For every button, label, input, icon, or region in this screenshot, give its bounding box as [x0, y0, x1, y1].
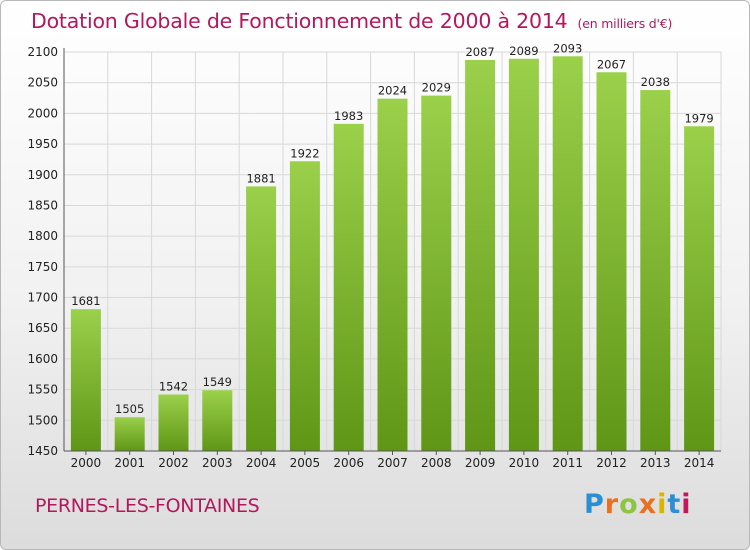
- x-tick-label: 2006: [333, 456, 364, 470]
- y-tick-label: 1700: [27, 291, 58, 305]
- x-tick-label: 2004: [246, 456, 277, 470]
- bar-2007: [377, 98, 408, 451]
- bar-2001: [114, 417, 145, 451]
- y-tick-label: 2050: [27, 76, 58, 90]
- value-label: 1983: [334, 109, 363, 123]
- y-tick-label: 1500: [27, 413, 58, 427]
- value-label: 2093: [553, 41, 582, 55]
- x-tick-label: 2010: [509, 456, 540, 470]
- y-tick-label: 1950: [27, 137, 58, 151]
- logo-letter: i: [657, 489, 668, 520]
- value-label: 2089: [509, 44, 538, 58]
- bar-2005: [289, 161, 320, 451]
- bars: [70, 56, 715, 452]
- value-label: 2087: [465, 45, 494, 59]
- x-tick-label: 2001: [114, 456, 145, 470]
- logo-letter: i: [681, 489, 692, 520]
- logo-letter: t: [667, 489, 682, 520]
- logo-letter: x: [638, 489, 658, 520]
- value-label: 2029: [422, 81, 451, 95]
- bar-2011: [552, 56, 583, 451]
- logo-letter: o: [619, 489, 639, 520]
- x-tick-label: 2003: [202, 456, 233, 470]
- bar-2014: [684, 126, 715, 451]
- x-tick-label: 2014: [684, 456, 715, 470]
- bar-2013: [640, 90, 671, 451]
- y-tick-label: 1900: [27, 168, 58, 182]
- logo-letter: P: [584, 489, 605, 520]
- value-label: 1979: [684, 111, 713, 125]
- y-tick-label: 1450: [27, 444, 58, 458]
- y-tick-label: 1550: [27, 383, 58, 397]
- x-tick-label: 2008: [421, 456, 452, 470]
- x-tick-label: 2013: [640, 456, 671, 470]
- value-label: 1881: [246, 171, 275, 185]
- logo-letter: r: [604, 489, 620, 520]
- value-labels: 1681 1505 1542 1549 1881 1922 1983 2024 2029 2087…: [71, 41, 713, 416]
- value-label: 1922: [290, 146, 319, 160]
- chart-title: Dotation Globale de Fonctionnement de 20…: [31, 9, 672, 33]
- value-label: 1681: [71, 294, 100, 308]
- value-label: 1505: [115, 402, 144, 416]
- commune-name: PERNES-LES-FONTAINES: [35, 495, 260, 517]
- proxiti-logo: Proxiti: [584, 489, 692, 520]
- x-tick-label: 2007: [377, 456, 408, 470]
- value-label: 1542: [159, 380, 188, 394]
- x-tick-label: 2002: [158, 456, 189, 470]
- bar-2000: [70, 309, 101, 451]
- bar-2003: [202, 390, 233, 451]
- bar-2002: [158, 394, 189, 451]
- bar-2010: [508, 58, 539, 451]
- axes: 1450 1500 1550 1600 1650 1700 1750 1800 1850 1900…: [27, 45, 721, 470]
- y-tick-label: 1750: [27, 260, 58, 274]
- y-tick-label: 1600: [27, 352, 58, 366]
- y-tick-label: 2100: [27, 45, 58, 59]
- x-tick-label: 2011: [552, 456, 583, 470]
- chart-subtitle: (en milliers d'€): [577, 16, 673, 31]
- bar-2012: [596, 72, 627, 451]
- x-tick-label: 2009: [465, 456, 496, 470]
- x-tick-label: 2005: [290, 456, 321, 470]
- x-tick-label: 2012: [596, 456, 627, 470]
- bar-2004: [246, 186, 277, 451]
- y-tick-label: 1850: [27, 198, 58, 212]
- bar-2008: [421, 95, 452, 452]
- value-label: 2038: [641, 75, 670, 89]
- bar-2009: [465, 59, 496, 451]
- value-label: 2067: [597, 57, 626, 71]
- value-label: 2024: [378, 84, 407, 98]
- chart-title-text: Dotation Globale de Fonctionnement de 20…: [31, 9, 568, 33]
- value-label: 1549: [203, 375, 232, 389]
- bar-2006: [333, 123, 364, 451]
- y-tick-label: 1650: [27, 321, 58, 335]
- y-tick-label: 2000: [27, 106, 58, 120]
- y-tick-label: 1800: [27, 229, 58, 243]
- x-tick-label: 2000: [71, 456, 102, 470]
